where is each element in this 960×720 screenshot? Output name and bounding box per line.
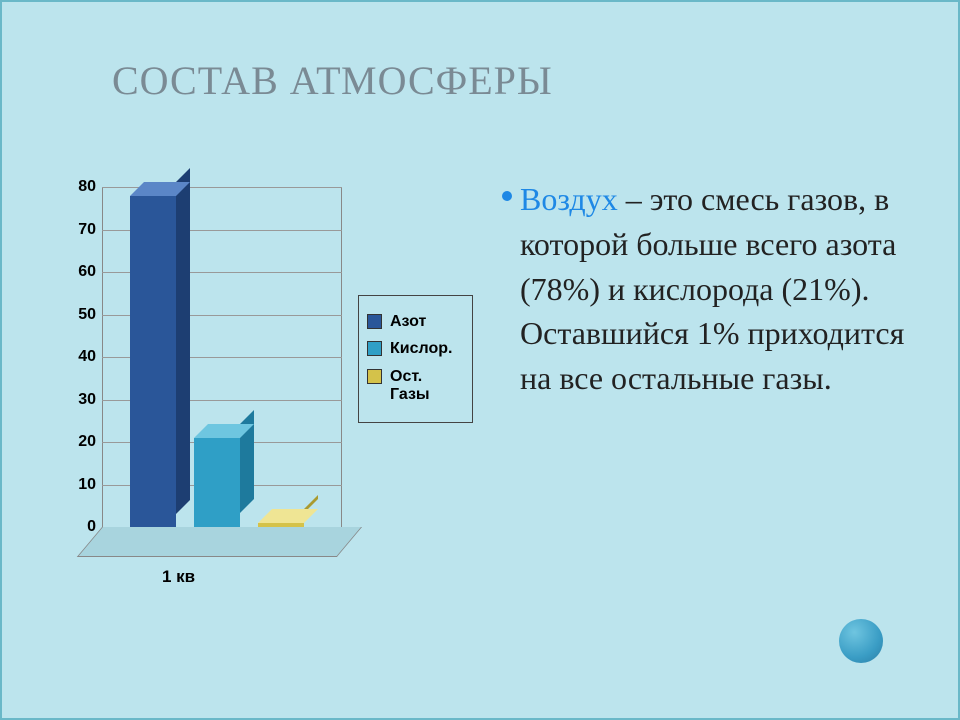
y-tick-label: 10 — [62, 476, 96, 494]
legend-item: Ост. Газы — [367, 368, 464, 405]
legend-item: Азот — [367, 313, 464, 331]
y-tick-label: 0 — [62, 518, 96, 536]
y-tick-label: 40 — [62, 348, 96, 366]
body-paragraph: Воздух – это смесь газов, в которой боль… — [520, 177, 918, 401]
x-axis-label: 1 кв — [162, 567, 195, 587]
y-tick-label: 20 — [62, 433, 96, 451]
legend-swatch — [367, 369, 382, 384]
legend-label: Кислор. — [390, 340, 464, 358]
legend-label: Азот — [390, 313, 464, 331]
bar-1 — [194, 438, 254, 527]
decorative-circle — [839, 619, 883, 663]
y-tick-label: 50 — [62, 306, 96, 324]
slide-title: СОСТАВ АТМОСФЕРЫ — [112, 57, 553, 104]
highlight-word: Воздух — [520, 181, 618, 217]
text-block: Воздух – это смесь газов, в которой боль… — [502, 157, 918, 597]
bar-front — [194, 438, 240, 527]
bar-front — [130, 196, 176, 528]
legend-label: Ост. Газы — [390, 368, 464, 405]
bar-2 — [258, 523, 318, 527]
chart-floor — [77, 527, 362, 557]
legend-item: Кислор. — [367, 340, 464, 358]
bullet-icon — [502, 191, 512, 201]
y-tick-label: 70 — [62, 221, 96, 239]
legend-swatch — [367, 314, 382, 329]
bar-chart-3d: 0 10 20 30 40 50 60 70 80 1 кв Азот Кислор. Ост. Г… — [62, 157, 482, 597]
y-tick-label: 60 — [62, 263, 96, 281]
chart-container: 0 10 20 30 40 50 60 70 80 1 кв Азот Кислор. Ост. Г… — [62, 157, 482, 597]
y-tick-label: 80 — [62, 178, 96, 196]
bar-front — [258, 523, 304, 527]
legend-swatch — [367, 341, 382, 356]
chart-legend: Азот Кислор. Ост. Газы — [358, 295, 473, 423]
bar-0 — [130, 196, 190, 528]
bar-side — [176, 168, 190, 514]
content-row: 0 10 20 30 40 50 60 70 80 1 кв Азот Кислор. Ост. Г… — [62, 157, 918, 597]
y-tick-label: 30 — [62, 391, 96, 409]
